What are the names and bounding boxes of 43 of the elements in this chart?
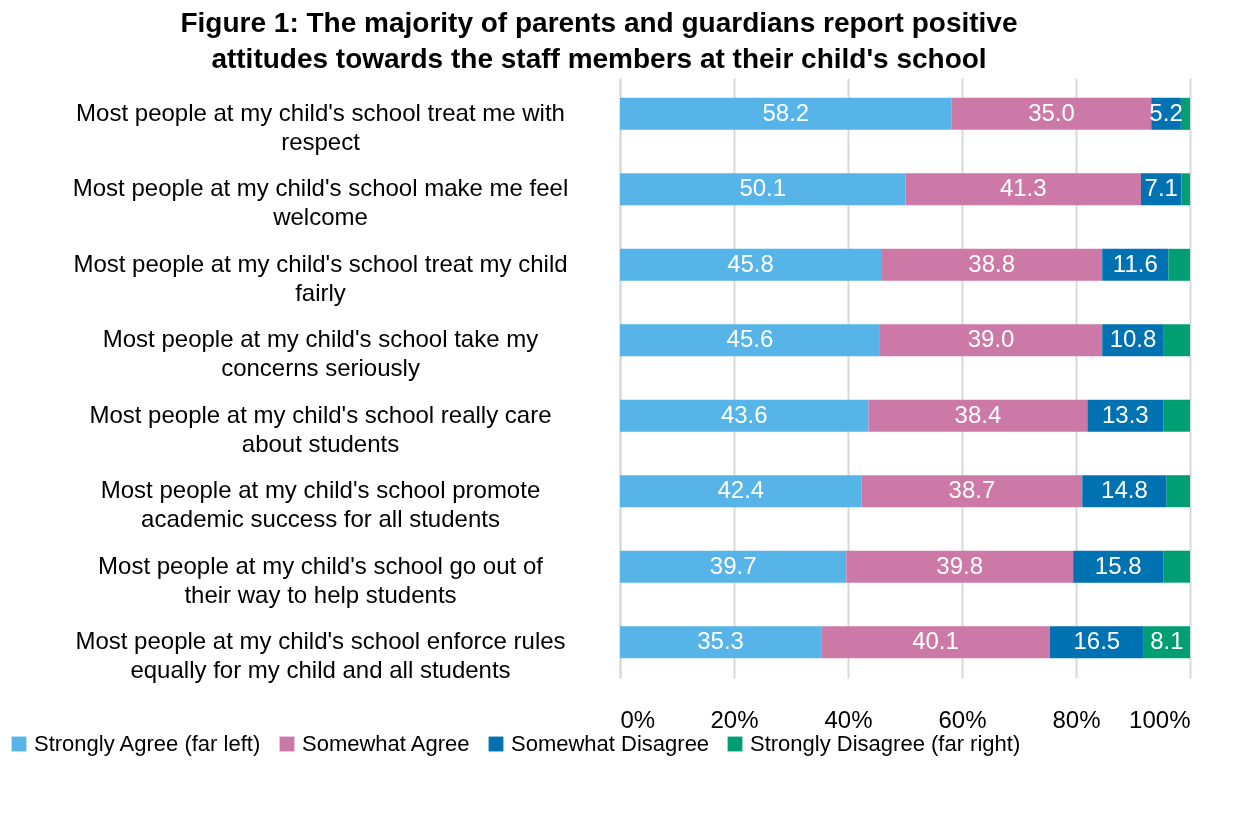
x-tick-label: 80%: [1052, 705, 1101, 733]
y-tick-label: Most people at my child's school enforce rules equally for my child and all students: [75, 627, 566, 684]
data-label: 16.5: [1073, 627, 1121, 655]
data-label: 35.0: [1028, 98, 1075, 126]
data-label: 39.0: [967, 325, 1015, 353]
data-label: 10.8: [1109, 325, 1157, 353]
data-label: 40.1: [912, 627, 959, 655]
data-label: 35.3: [697, 627, 744, 655]
data-label: 45.8: [727, 249, 774, 277]
data-label: 41.3: [999, 174, 1047, 202]
data-label: 58.2: [762, 98, 810, 126]
y-tick-label: Most people at my child's school treat me with respect: [76, 98, 565, 155]
data-label: 38.4: [954, 400, 1002, 428]
data-label: 8.1: [1150, 627, 1184, 655]
data-label: 50.1: [739, 174, 787, 202]
y-tick-label: Most people at my child's school make me feel welcome: [72, 174, 569, 231]
chart-title: Figure 1: The majority of parents and guardians report positive attitudes towards the staff members at their child's school: [180, 7, 1018, 74]
y-tick-label: Most people at my child's school go out of their way to help students: [98, 551, 544, 608]
x-tick-label: 60%: [938, 705, 987, 733]
data-label: 15.8: [1094, 551, 1142, 579]
data-label: 38.7: [948, 476, 996, 504]
y-tick-label: Most people at my child's school treat my child fairly: [73, 249, 568, 306]
x-tick-label: 100%: [1129, 705, 1191, 733]
data-label: 11.6: [1112, 249, 1158, 277]
x-tick-label: 40%: [824, 705, 873, 733]
legend-label: Strongly Agree (far left): [34, 731, 261, 756]
legend-label: Strongly Disagree (far right): [750, 731, 1021, 756]
data-label: 7.1: [1144, 174, 1178, 202]
x-tick-label: 20%: [710, 705, 759, 733]
legend-label: Somewhat Disagree: [511, 731, 710, 756]
y-tick-label: Most people at my child's school take my concerns seriously: [102, 325, 539, 382]
data-label: 43.6: [720, 400, 768, 428]
data-label: 42.4: [717, 476, 765, 504]
x-tick-label: 0%: [620, 705, 656, 733]
legend-label: Somewhat Agree: [302, 731, 470, 756]
data-label: 38.8: [968, 249, 1015, 277]
y-tick-label: Most people at my child's school really care about students: [89, 400, 552, 457]
data-label: 14.8: [1101, 476, 1148, 504]
data-label: 39.7: [709, 551, 757, 579]
data-label: 39.8: [936, 551, 984, 579]
y-tick-label: Most people at my child's school promote academic success for all students: [100, 476, 541, 533]
data-label: 13.3: [1101, 400, 1149, 428]
data-label: 45.6: [726, 325, 774, 353]
